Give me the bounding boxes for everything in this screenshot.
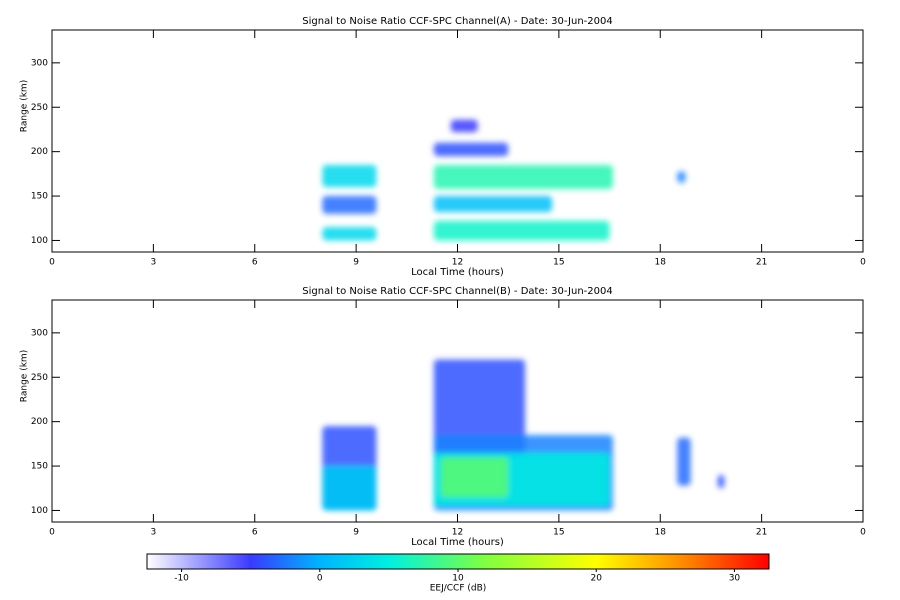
x-tick-label: 15	[553, 258, 564, 268]
x-tick-label: 0	[49, 528, 55, 538]
echo-region	[433, 196, 553, 213]
echo-region	[433, 142, 509, 157]
echo-region	[440, 457, 509, 498]
y-tick-label: 150	[31, 462, 48, 472]
y-axis-label: Range (km)	[20, 80, 30, 132]
colorbar-label: EEJ/CCF (dB)	[430, 584, 487, 594]
x-tick-label: 3	[151, 528, 157, 538]
echoes	[322, 119, 686, 241]
x-tick-label: 18	[655, 528, 667, 538]
y-tick-label: 200	[31, 147, 48, 157]
colorbar-tick-label: 0	[317, 574, 323, 584]
echo-region	[450, 119, 478, 133]
panel-title: Signal to Noise Ratio CCF-SPC Channel(A)…	[302, 16, 612, 27]
x-tick-label: 9	[353, 258, 359, 268]
echo-region	[677, 437, 691, 486]
x-tick-label: 15	[553, 528, 564, 538]
echo-region	[717, 474, 725, 489]
y-tick-label: 250	[31, 103, 48, 113]
y-tick-label: 200	[31, 417, 48, 427]
colorbar	[146, 553, 770, 570]
echo-region	[322, 196, 377, 214]
panel-title: Signal to Noise Ratio CCF-SPC Channel(B)…	[302, 286, 612, 297]
echo-region	[322, 164, 377, 188]
y-tick-label: 100	[31, 236, 48, 246]
colorbar-tick-label: 10	[452, 574, 464, 584]
y-tick-label: 300	[31, 58, 48, 68]
echo-region	[433, 359, 526, 458]
y-tick-label: 100	[31, 506, 48, 516]
colorbar-tick-label: 20	[590, 574, 602, 584]
echoes	[322, 359, 725, 511]
x-tick-label: 12	[452, 258, 463, 268]
x-axis-label: Local Time (hours)	[411, 267, 504, 278]
colorbar-tick-label: 30	[729, 574, 741, 584]
x-tick-label: 0	[860, 258, 866, 268]
echo-region	[677, 171, 686, 183]
panel: Signal to Noise Ratio CCF-SPC Channel(B)…	[20, 286, 867, 548]
echo-region	[322, 466, 377, 511]
panel: Signal to Noise Ratio CCF-SPC Channel(A)…	[20, 16, 867, 278]
x-tick-label: 6	[252, 528, 258, 538]
x-tick-label: 9	[353, 528, 359, 538]
x-tick-label: 3	[151, 258, 157, 268]
x-tick-label: 6	[252, 258, 258, 268]
x-tick-label: 18	[655, 258, 667, 268]
y-tick-label: 150	[31, 192, 48, 202]
y-axis-label: Range (km)	[20, 350, 30, 402]
x-axis-label: Local Time (hours)	[411, 537, 504, 548]
echo-region	[433, 164, 613, 189]
echo-region	[433, 220, 610, 241]
colorbar-tick-label: -10	[174, 574, 189, 584]
echo-region	[322, 227, 377, 241]
x-tick-label: 0	[860, 528, 866, 538]
plot-frame	[51, 29, 864, 253]
x-tick-label: 21	[756, 258, 767, 268]
x-tick-label: 0	[49, 258, 55, 268]
y-tick-label: 250	[31, 373, 48, 383]
x-tick-label: 21	[756, 528, 767, 538]
x-tick-label: 12	[452, 528, 463, 538]
y-tick-label: 300	[31, 328, 48, 338]
